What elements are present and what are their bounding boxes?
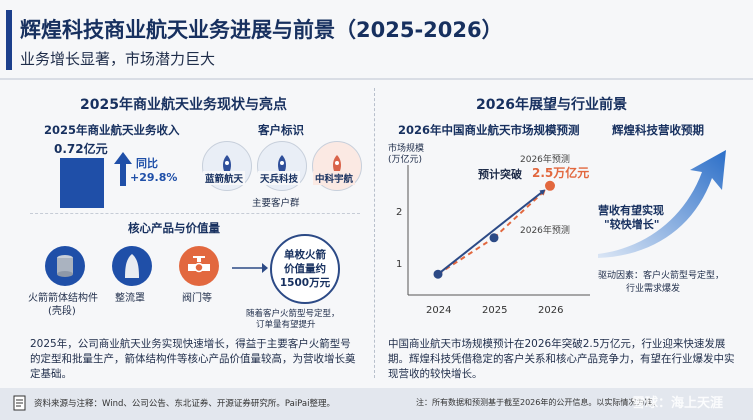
up-arrow-icon xyxy=(114,152,132,186)
value-line-1: 单枚火箭 xyxy=(284,249,326,261)
customer-name-2: 天兵科技 xyxy=(258,171,301,185)
series-0-segment-1 xyxy=(493,190,545,239)
growth-forecast-title: 辉煌科技营收预期 xyxy=(612,123,704,137)
value-line-2: 价值量约 xyxy=(284,263,326,275)
customer-name-1: 蓝箭航天 xyxy=(203,171,246,185)
left-section-title: 2025年商业航天业务现状与亮点 xyxy=(80,97,287,113)
right-section-title: 2026年展望与行业前景 xyxy=(476,97,627,113)
footer-source: 资料来源与注释：Wind、公司公告、东北证券、开源证券研究所。PaiPai整理。 xyxy=(34,399,335,409)
value-line-3: 1500万元 xyxy=(279,277,331,289)
y-tick-label-0: 1 xyxy=(396,259,402,270)
customers-caption: 主要客户群 xyxy=(252,198,300,209)
x-tick-label-1: 2025 xyxy=(482,305,507,316)
annotation-break-value: 2.5万亿元 xyxy=(532,166,590,180)
annotation-2026-bottom: 2026年预测 xyxy=(520,226,570,236)
products-title: 核心产品与价值量 xyxy=(128,221,220,235)
growth-text-line-1: 营收有望实现 xyxy=(598,204,664,217)
value-note-line-2: 订单量有望提升 xyxy=(256,320,316,330)
data-point-2026 xyxy=(545,180,555,191)
annotation-break-label: 预计突破 xyxy=(478,168,522,181)
series-1-arrowhead xyxy=(539,189,546,196)
customer-name-3: 中科宇航 xyxy=(313,171,356,185)
y-tick-label-1: 2 xyxy=(396,207,402,218)
footer-bar xyxy=(0,388,753,420)
footer-note: 注：所有数据和预测基于截至2026年的公开信息。以实际情况为准。 xyxy=(416,398,661,407)
customers-title: 客户标识 xyxy=(258,123,304,137)
page-subtitle: 业务增长显著，市场潜力巨大 xyxy=(20,50,216,68)
left-divider xyxy=(30,213,360,214)
drivers-line-1: 驱动因素：客户火箭型号定型， xyxy=(598,271,725,281)
market-size-chart: 1 2 2024 2025 2026 xyxy=(396,165,590,316)
document-icon xyxy=(13,395,26,411)
left-paragraph: 2025年，公司商业航天业务实现快速增长，得益于主要客户火箭型号的定型和批量生产… xyxy=(30,338,356,380)
valve-icon xyxy=(179,246,219,286)
growth-text-line-2: "较快增长" xyxy=(604,218,660,231)
data-point-2025 xyxy=(489,233,499,243)
x-tick-label-0: 2024 xyxy=(426,305,451,316)
fairing-icon xyxy=(112,246,152,286)
product-name-3: 阀门等 xyxy=(182,293,212,304)
revenue-value: 0.72亿元 xyxy=(54,142,108,156)
product-name-2: 整流罩 xyxy=(115,293,145,304)
yoy-label: 同比 xyxy=(136,157,158,170)
watermark: 雪球：海上天涯 xyxy=(632,396,724,411)
right-paragraph: 中国商业航天市场规模预计在2026年突破2.5万亿元，行业迎来快速发展期。辉煌科… xyxy=(388,338,735,380)
column-divider xyxy=(374,88,375,378)
revenue-title: 2025年商业航天业务收入 xyxy=(44,123,180,137)
drivers-line-2: 行业需求爆发 xyxy=(626,284,681,294)
series-1-segment-0 xyxy=(437,189,545,275)
product-note-1: (壳段) xyxy=(48,306,76,317)
arrow-right-icon xyxy=(232,263,268,273)
data-point-2024 xyxy=(433,269,443,279)
product-name-1: 火箭箭体结构件 xyxy=(28,293,98,304)
cylinder-icon xyxy=(45,246,85,286)
yoy-value: +29.8% xyxy=(130,171,178,184)
chart-ylabel-line-2: (万亿元) xyxy=(388,155,423,165)
annotation-2026-top: 2026年预测 xyxy=(520,155,570,165)
x-tick-label-2: 2026 xyxy=(538,305,563,316)
revenue-bar xyxy=(60,158,104,208)
value-note-line-1: 随着客户火箭型号定型， xyxy=(246,309,340,319)
growth-arrow-icon xyxy=(598,150,726,258)
header-divider xyxy=(0,78,753,80)
chart-ylabel-line-1: 市场规模 xyxy=(388,144,425,154)
value-per-rocket-badge: 单枚火箭 价值量约 1500万元 xyxy=(270,234,340,304)
market-forecast-title: 2026年中国商业航天市场规模预测 xyxy=(398,123,580,137)
title-accent-bar xyxy=(6,10,12,70)
page-title: 辉煌科技商业航天业务进展与前景（2025-2026） xyxy=(20,18,503,42)
